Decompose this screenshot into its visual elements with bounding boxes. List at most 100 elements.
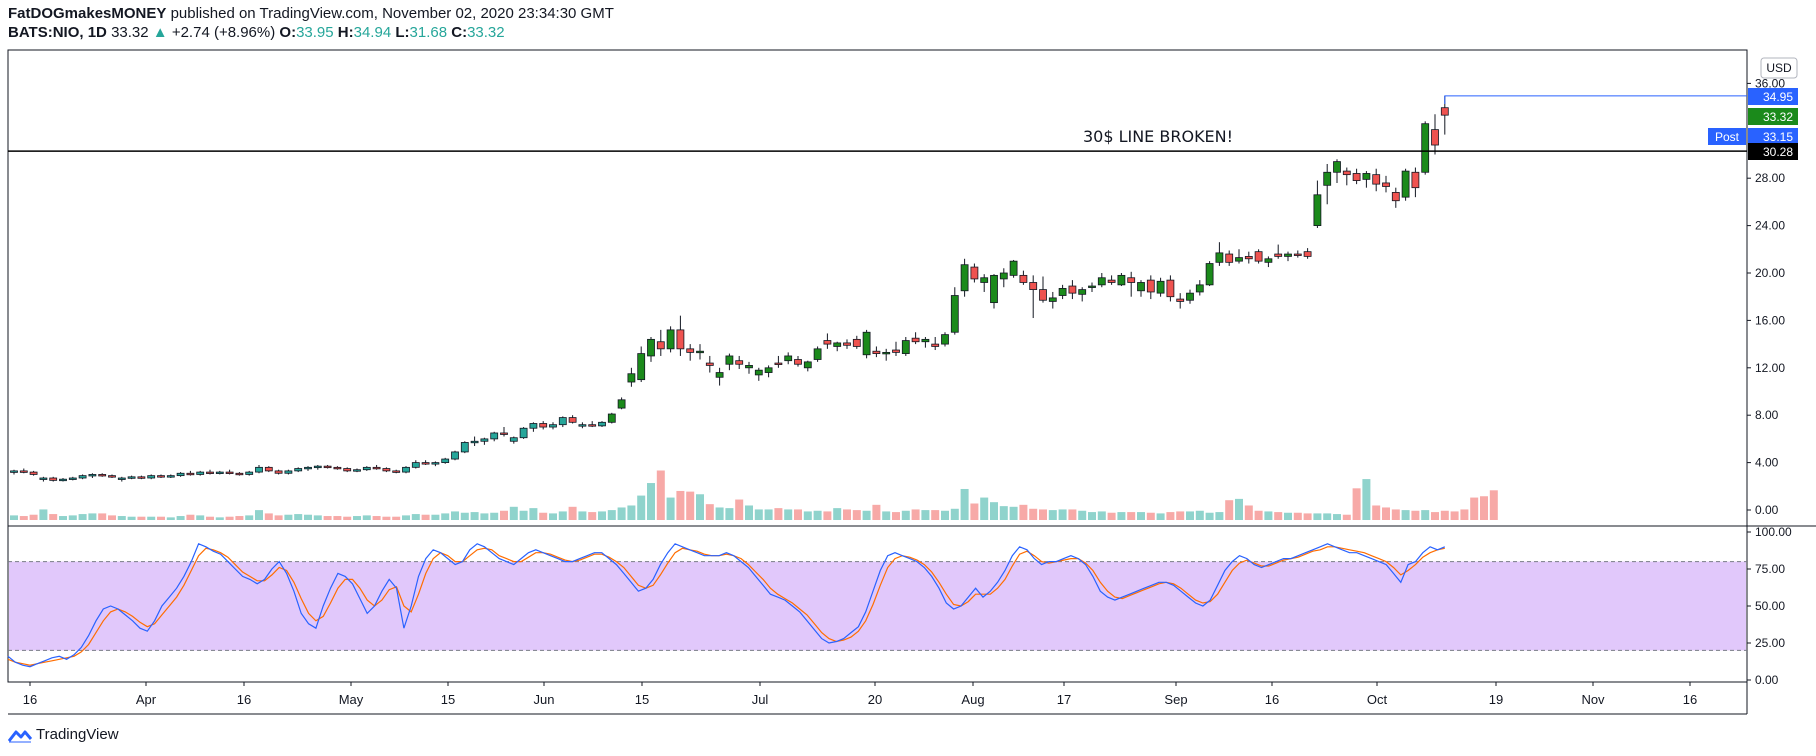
candle: [549, 422, 557, 430]
candle: [323, 464, 332, 469]
candle-body: [235, 472, 244, 476]
candle-body: [10, 470, 18, 473]
candle: [1421, 121, 1430, 175]
candle: [568, 415, 577, 424]
candle: [284, 469, 293, 475]
candle-body: [176, 472, 185, 477]
volume-bar: [999, 506, 1008, 520]
price-axis[interactable]: 36.00 28.00 24.00 20.00 16.00 12.00 8.00 4.00 0.…: [1747, 76, 1785, 517]
volume-bar: [911, 509, 920, 520]
volume-bar: [460, 512, 469, 520]
time-axis[interactable]: 16 Apr 16 May 15 Jun 15 Jul 20 Aug 17 Sep 16 Oct 19 Nov…: [23, 682, 1697, 707]
currency-badge[interactable]: USD: [1760, 57, 1798, 79]
brand-name[interactable]: TradingView: [36, 726, 119, 743]
volume-bar: [676, 490, 685, 520]
volume-bar: [607, 510, 616, 520]
candle-body: [333, 466, 342, 470]
candle: [127, 475, 136, 480]
time-tick-label: Nov: [1581, 692, 1605, 707]
candle-body: [1215, 252, 1224, 263]
candle-body: [1048, 297, 1057, 302]
volume-bar: [794, 509, 802, 520]
time-tick-label: Oct: [1367, 692, 1388, 707]
volume-bar: [715, 507, 724, 520]
volume-bar: [353, 516, 361, 520]
volume-bar: [1382, 507, 1390, 520]
volume-bar: [1058, 509, 1067, 520]
candle-body: [1323, 171, 1332, 186]
candle-body: [1137, 282, 1145, 292]
candle: [98, 473, 107, 477]
candle: [1156, 277, 1165, 297]
candle-body: [872, 350, 881, 354]
candle: [833, 341, 842, 352]
volume-bar: [823, 511, 832, 520]
candle-body: [539, 423, 548, 428]
volume-bar: [1470, 497, 1479, 520]
candle: [941, 332, 949, 347]
symbol-label: BATS:NIO, 1D: [8, 24, 107, 41]
horizontal-line[interactable]: 30$ LINE BROKEN!: [8, 95, 1747, 152]
candle-body: [607, 413, 616, 423]
volume-bar: [1284, 512, 1292, 520]
candle-body: [215, 471, 224, 474]
time-tick-label: 16: [1265, 692, 1279, 707]
candle-body: [59, 478, 67, 482]
candle-body: [1176, 298, 1185, 302]
volume-bar: [980, 497, 989, 520]
candle: [1303, 248, 1312, 259]
candle-body: [549, 424, 557, 428]
volume-bar: [656, 470, 665, 520]
candle-body: [460, 442, 469, 453]
volume-bar: [196, 515, 205, 520]
volume-bar: [304, 514, 312, 520]
volume-bar: [558, 511, 567, 520]
candle: [1078, 287, 1087, 302]
candle-body: [843, 342, 851, 346]
volume-bar: [372, 516, 381, 520]
author-name[interactable]: FatDOGmakesMONEY: [8, 5, 167, 22]
volume-bar: [255, 510, 263, 520]
candle: [186, 470, 195, 476]
candle-body: [1205, 263, 1214, 286]
candle: [1088, 282, 1096, 292]
volume-bar: [166, 517, 175, 520]
volume-bars: [10, 470, 1498, 520]
candle: [1117, 273, 1126, 287]
volume-bar: [176, 516, 185, 520]
volume-bar: [1039, 509, 1047, 520]
candle: [656, 329, 665, 356]
candle: [264, 466, 273, 473]
volume-bar: [617, 507, 626, 520]
volume-bar: [78, 514, 87, 520]
candle: [1284, 251, 1292, 262]
volume-bar: [29, 514, 38, 520]
candle: [529, 422, 538, 432]
volume-bar: [225, 516, 234, 520]
candle: [490, 431, 499, 442]
candle: [245, 470, 254, 476]
rsi-axis[interactable]: 100.00 75.00 50.00 25.00 0.00: [1747, 525, 1792, 687]
volume-bar: [696, 494, 704, 520]
candle-body: [931, 343, 940, 347]
post-badge-label: Post: [1715, 130, 1740, 144]
candle: [78, 474, 87, 480]
volume-bar: [1225, 500, 1234, 520]
candle: [1068, 280, 1077, 300]
candles[interactable]: [10, 95, 1449, 482]
candle-body: [803, 361, 812, 369]
candle: [1411, 167, 1420, 198]
candle-body: [617, 399, 626, 409]
candle-body: [1382, 182, 1390, 187]
candle-body: [343, 468, 352, 472]
candle-body: [1225, 253, 1234, 263]
time-tick-label: 19: [1489, 692, 1503, 707]
volume-bar: [1244, 505, 1253, 520]
time-tick-label: 15: [441, 692, 455, 707]
candle: [1401, 168, 1410, 201]
candle-body: [676, 329, 685, 350]
candle-body: [666, 329, 675, 350]
volume-bar: [39, 509, 48, 520]
candle-body: [862, 331, 871, 356]
